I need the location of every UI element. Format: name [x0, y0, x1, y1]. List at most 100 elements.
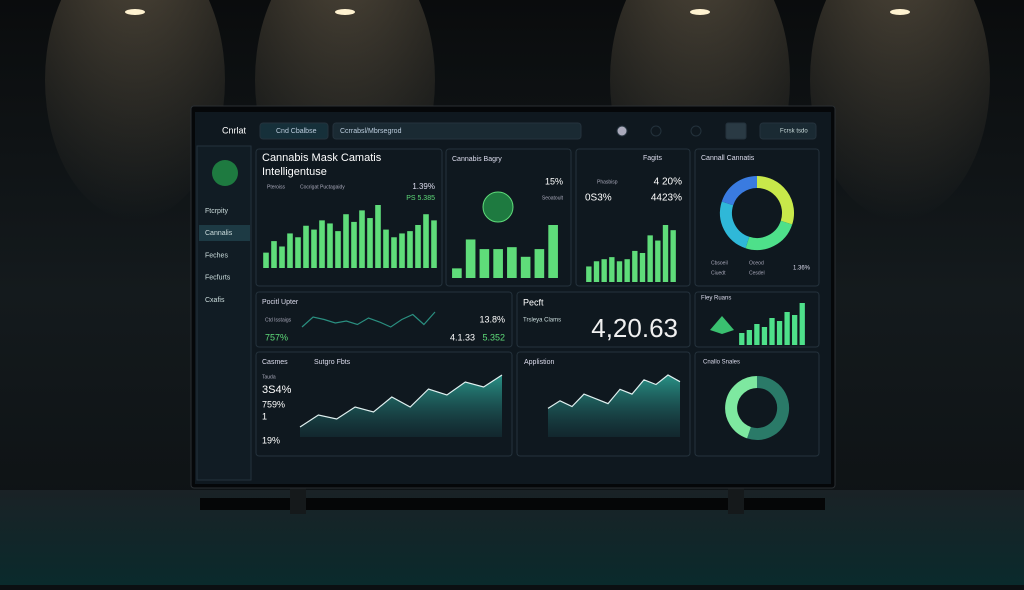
title: Casmes — [262, 359, 288, 366]
title: Cannabis Bagry — [452, 156, 502, 163]
screen — [195, 112, 831, 484]
bar — [616, 261, 623, 282]
label: Ctd Isstaigs — [265, 317, 292, 323]
title: Cnallo Snales — [703, 360, 740, 366]
bar — [493, 249, 503, 278]
stat: Seoatoult — [542, 195, 564, 201]
title: Cannabis Mask Camatis — [262, 152, 382, 164]
stat: 759% — [262, 399, 285, 409]
bar — [746, 330, 752, 345]
bar — [769, 318, 775, 345]
bar — [359, 210, 365, 268]
bar — [799, 303, 805, 345]
bar — [327, 223, 333, 268]
bar — [479, 249, 490, 278]
title: Pecft — [523, 297, 544, 307]
bar — [739, 333, 745, 345]
bar — [319, 220, 325, 268]
donut-segment — [747, 375, 790, 440]
donut-segment — [719, 201, 750, 249]
stat: 4423% — [651, 193, 682, 204]
title: Fley Ruans — [701, 296, 731, 302]
nav-item: Cxafis — [205, 297, 225, 304]
bar — [534, 249, 545, 278]
stat: 3S4% — [262, 384, 292, 396]
bar — [271, 241, 277, 268]
bar — [776, 321, 783, 345]
bar — [465, 239, 476, 278]
bar — [655, 240, 661, 282]
big-number: 4,20.63 — [591, 313, 678, 343]
bar — [761, 327, 768, 345]
bar — [415, 224, 421, 268]
bar — [754, 324, 760, 345]
donut-segment — [756, 176, 795, 225]
bar — [520, 256, 531, 278]
line — [299, 374, 503, 428]
line — [547, 374, 681, 409]
legend-item: Cesdel — [749, 270, 765, 276]
bar — [423, 214, 429, 268]
bar — [391, 237, 397, 268]
stat: 19% — [262, 435, 280, 445]
legend-item: Cbsoeil — [711, 260, 728, 266]
bar — [351, 221, 357, 268]
label: Trsleya Clams — [523, 318, 561, 324]
search: Ccrrabsl/Mbrsegrod — [340, 128, 402, 135]
bar — [295, 237, 301, 268]
donut-segment — [745, 220, 793, 251]
stat: 1.36% — [793, 266, 811, 272]
stat: 0S3% — [585, 193, 612, 204]
bar — [279, 246, 285, 268]
donut-segment — [725, 376, 758, 439]
nav-item: Fecfurts — [205, 275, 231, 282]
stat: 4 20% — [654, 177, 682, 188]
bar — [383, 229, 389, 268]
title: Cannall Cannatis — [701, 155, 755, 162]
title: Sutgro Fbts — [314, 359, 351, 366]
label: Pteroiss — [267, 184, 286, 190]
stat: Phasbisp — [597, 179, 618, 185]
stat: 757% — [265, 332, 288, 342]
bar — [303, 225, 309, 268]
stat: 1 — [262, 411, 267, 421]
bar — [335, 231, 341, 268]
label: Tauda — [262, 374, 276, 380]
title: Intelligentuse — [262, 166, 327, 178]
bar — [367, 218, 373, 268]
bar — [784, 312, 790, 345]
bar — [670, 230, 676, 282]
bar — [507, 247, 517, 278]
stat: 4.1.33 — [450, 332, 475, 342]
bar — [601, 259, 607, 282]
brand: Cnrlat — [222, 125, 247, 135]
bar — [375, 205, 381, 268]
stat: 15% — [545, 176, 563, 186]
bar — [624, 259, 630, 282]
nav-item: Feches — [205, 252, 228, 259]
legend-item: Ciuedt — [711, 270, 726, 276]
bar — [452, 268, 462, 278]
bar — [586, 266, 592, 282]
user: Fcrsk tsdo — [780, 129, 808, 135]
title: Applistion — [524, 359, 554, 366]
legend-item: Oceod — [749, 260, 764, 266]
bar — [431, 220, 437, 268]
bar — [399, 233, 405, 268]
title: Fagits — [643, 155, 663, 162]
bar — [287, 233, 293, 268]
area — [548, 375, 680, 437]
stat: 5.352 — [482, 332, 505, 342]
bar — [632, 250, 638, 282]
nav-item: Ftcrpity — [205, 208, 228, 215]
title: Pocitl Upter — [262, 299, 299, 306]
stat: 13.8% — [479, 314, 505, 324]
tab: Cnd Cbalbse — [276, 128, 317, 135]
line — [301, 311, 436, 328]
bar — [792, 315, 798, 345]
bar — [647, 235, 653, 282]
bar — [662, 225, 669, 282]
stat: 1.39% — [412, 182, 435, 191]
